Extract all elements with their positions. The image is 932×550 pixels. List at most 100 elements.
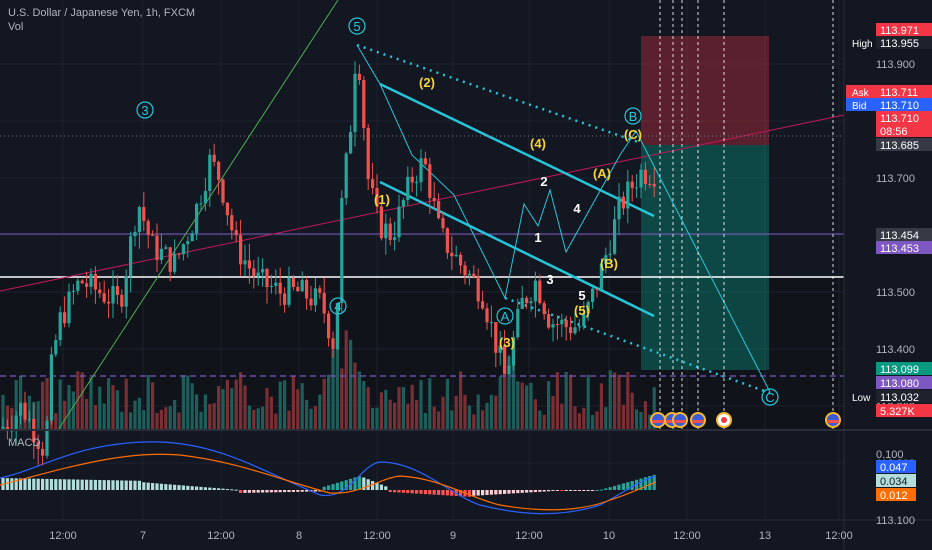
macd-histogram-bar [146, 482, 150, 490]
volume-bar [437, 411, 441, 430]
volume-bar [230, 388, 234, 430]
macd-histogram-bar [415, 490, 419, 494]
candle-body [643, 169, 647, 184]
macd-histogram-bar [151, 483, 155, 490]
macd-histogram-bar [76, 479, 80, 490]
macd-histogram-bar [177, 485, 181, 490]
volume-bar [617, 374, 621, 430]
volume-bar [89, 377, 93, 430]
wave-label-ring [136, 101, 154, 119]
volume-bar [67, 385, 71, 430]
volume-bar [331, 349, 335, 430]
macd-histogram-bar [393, 490, 397, 493]
volume-bar [159, 409, 163, 430]
price-tag-box [876, 138, 932, 151]
macd-histogram-bar [212, 487, 216, 490]
price-tag-label: Low [852, 393, 871, 404]
macd-histogram-bar [357, 476, 361, 490]
event-flag-icon [827, 420, 839, 423]
candle-body [450, 252, 454, 257]
price-tag-box [876, 98, 932, 111]
candle-body [335, 303, 339, 350]
volume-bar [155, 412, 159, 430]
macd-histogram-bar [573, 490, 577, 491]
macd-histogram-bar [331, 484, 335, 490]
macd-histogram-bar [155, 483, 159, 490]
candle-body [252, 268, 256, 277]
price-tag-value: 113.453 [880, 243, 919, 255]
candle-body [296, 286, 300, 292]
wave-label: (1) [374, 192, 390, 207]
volume-bar [357, 371, 361, 430]
volume-bar [415, 399, 419, 430]
macd-histogram-bar [300, 490, 304, 492]
macd-histogram-bar [437, 490, 441, 495]
candle-body [71, 290, 75, 292]
candle-body [278, 282, 282, 294]
candle-body [599, 263, 603, 290]
candle-body [318, 288, 322, 293]
candle-body [353, 73, 357, 132]
macd-histogram-bar [507, 490, 511, 494]
volume-bar [551, 396, 555, 430]
candle-body [137, 207, 141, 232]
macd-histogram-bar [252, 490, 256, 493]
macd-histogram-bar [450, 490, 454, 496]
time-tick: 12:00 [49, 530, 77, 542]
candle-body [652, 183, 656, 187]
macd-histogram-bar [54, 479, 58, 490]
macd-line [0, 441, 657, 515]
event-flag-icon [721, 417, 727, 423]
candle-body [621, 196, 625, 209]
volume-bar [212, 403, 216, 430]
candle-body [344, 153, 348, 199]
candle-body [366, 128, 370, 180]
macd-histogram-bar [485, 490, 489, 495]
volume-bar [71, 391, 75, 430]
candle-body [63, 312, 67, 324]
event-flag-icon [666, 420, 678, 423]
time-tick: 10 [603, 530, 615, 542]
dotted-resistance [356, 43, 639, 144]
volume-bar [472, 414, 476, 430]
volume-bar [371, 407, 375, 430]
price-tag-label: Bid [852, 101, 866, 112]
volume-bar [459, 371, 463, 430]
macd-histogram-bar [621, 483, 625, 490]
macd-histogram-bar [133, 480, 137, 490]
price-tag-box [876, 23, 932, 36]
wave-label: 2 [540, 174, 547, 189]
macd-histogram-bar [41, 478, 45, 490]
volume-bar [533, 399, 537, 430]
volume-bar [239, 372, 243, 430]
volume-bar [168, 406, 172, 430]
macd-histogram-bar [538, 490, 542, 492]
candle-body [102, 293, 106, 302]
volume-bar [388, 399, 392, 430]
macd-histogram-bar [388, 490, 392, 493]
volume-bar [142, 409, 146, 430]
macd-value-box [876, 460, 916, 473]
volume-bar [225, 379, 229, 430]
macd-histogram-bar [247, 490, 251, 493]
volume-bar [547, 381, 551, 430]
macd-histogram-bar [511, 490, 515, 494]
price-tag-box [876, 362, 932, 375]
candle-body [14, 415, 18, 431]
macd-histogram-bar [5, 478, 9, 490]
macd-histogram-bar [129, 480, 133, 490]
candle-body [19, 403, 23, 416]
candle-body [283, 293, 287, 305]
volume-bar [441, 396, 445, 430]
candle-body [313, 288, 317, 306]
macd-histogram-bar [432, 490, 436, 495]
time-tick: 9 [450, 530, 456, 542]
time-tick: 7 [140, 530, 146, 542]
candle-body [388, 223, 392, 240]
macd-histogram-bar [525, 490, 529, 493]
candle-body [445, 228, 449, 253]
candle-body [626, 181, 630, 209]
volume-bar [516, 381, 520, 430]
macd-histogram-bar [296, 490, 300, 492]
